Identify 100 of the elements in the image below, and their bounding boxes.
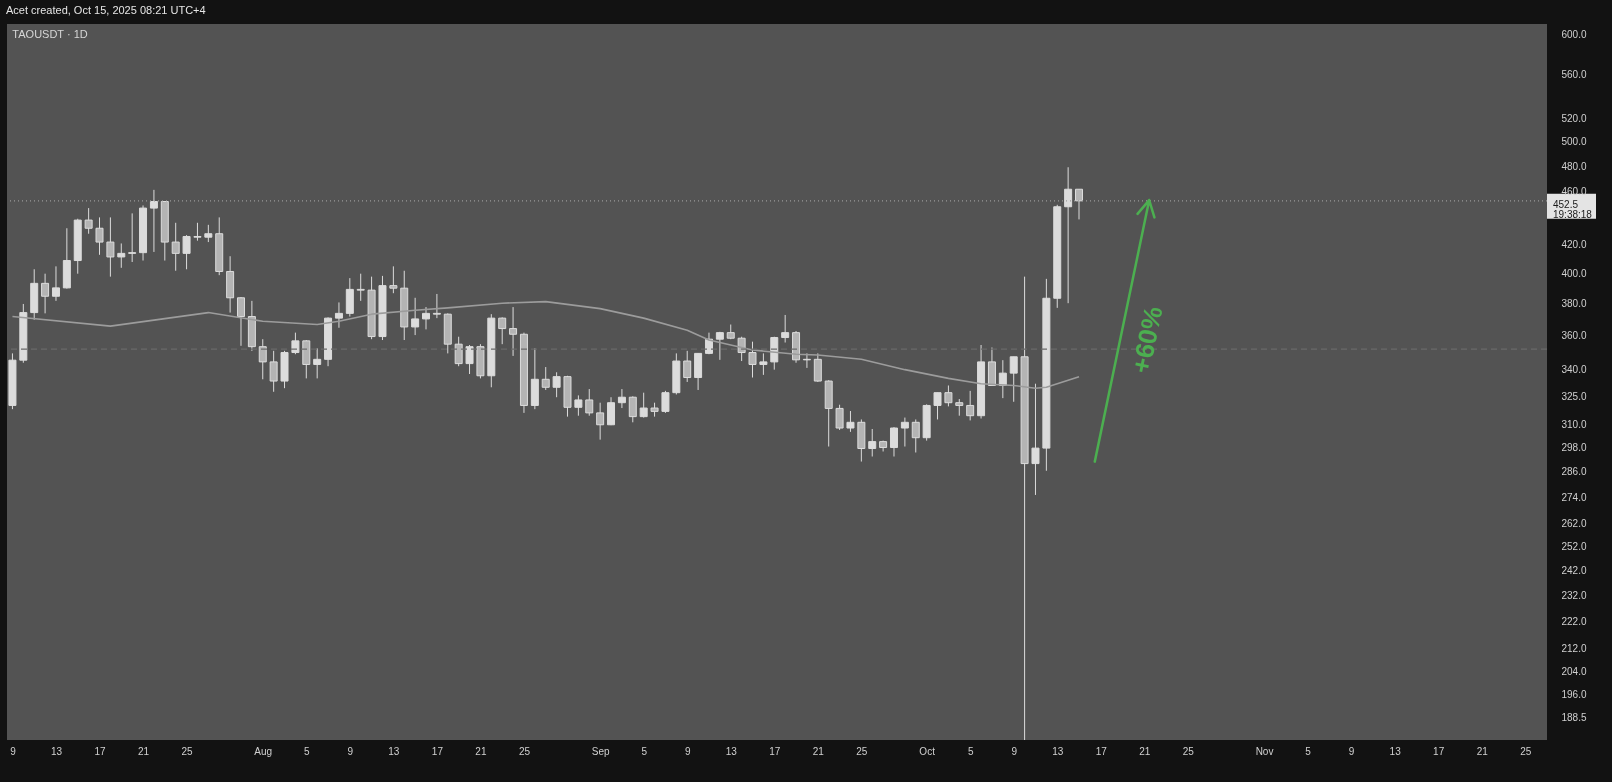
- x-tick-label: Aug: [254, 745, 273, 757]
- y-tick-label: 310.0: [1561, 418, 1587, 430]
- candlestick: [345, 277, 354, 318]
- candlestick: [313, 347, 322, 379]
- candlestick: [389, 265, 398, 294]
- y-tick-label: 400.0: [1561, 268, 1587, 280]
- y-tick-label: 560.0: [1561, 69, 1587, 81]
- candlestick: [291, 332, 300, 355]
- candlestick: [509, 306, 518, 357]
- y-tick-label: 262.0: [1561, 518, 1587, 530]
- candlestick: [890, 426, 898, 457]
- y-tick-label: 188.5: [1561, 712, 1587, 724]
- candlestick: [900, 417, 909, 448]
- candlestick: [454, 336, 463, 367]
- y-tick-label: 222.0: [1561, 615, 1587, 627]
- candlestick: [422, 306, 431, 330]
- candlestick: [552, 371, 561, 398]
- candlestick: [258, 338, 267, 380]
- candlestick: [639, 392, 648, 419]
- x-tick-label: 5: [641, 745, 648, 757]
- candlestick: [498, 316, 507, 345]
- candlestick: [759, 352, 768, 376]
- x-tick-label: 25: [518, 745, 531, 757]
- y-tick-label: 360.0: [1561, 330, 1587, 342]
- y-tick-label: 274.0: [1561, 491, 1587, 503]
- y-tick-label: 212.0: [1561, 643, 1587, 655]
- candlestick: [846, 410, 855, 433]
- y-tick-label: 420.0: [1561, 239, 1587, 251]
- candlestick: [84, 207, 93, 235]
- y-tick-label: 500.0: [1561, 136, 1587, 148]
- x-tick-label: 13: [725, 745, 738, 757]
- x-tick-label: 13: [1389, 745, 1402, 757]
- x-tick-label: 13: [388, 745, 400, 757]
- x-tick-label: 5: [304, 745, 311, 757]
- candlestick: [715, 331, 724, 361]
- candlestick: [987, 347, 996, 386]
- candlestick: [813, 352, 822, 383]
- candlestick: [1064, 166, 1073, 304]
- y-tick-label: 325.0: [1561, 390, 1587, 402]
- x-tick-label: 17: [431, 745, 444, 757]
- x-tick-label: Oct: [919, 745, 936, 757]
- candlestick: [683, 350, 692, 383]
- y-tick-label: 520.0: [1561, 113, 1587, 125]
- candlestick: [1031, 383, 1040, 496]
- candlestick: [334, 301, 343, 329]
- x-tick-label: 17: [1433, 745, 1445, 757]
- candlestick: [465, 344, 474, 375]
- candlestick: [117, 242, 126, 269]
- candlestick: [128, 212, 137, 263]
- y-tick-label: 298.0: [1561, 442, 1587, 454]
- candlestick: [356, 273, 365, 302]
- text: 19:38:18: [1553, 208, 1593, 220]
- candlestick: [781, 314, 790, 343]
- y-tick-label: 196.0: [1561, 689, 1587, 701]
- x-tick-label: 25: [1520, 745, 1532, 757]
- x-tick-label: 5: [967, 745, 974, 757]
- x-tick-label: 9: [10, 745, 17, 757]
- x-tick-label: 9: [684, 745, 691, 757]
- candlestick: [411, 297, 420, 336]
- candlestick: [171, 222, 180, 272]
- x-tick-label: 13: [1052, 745, 1064, 757]
- x-tick-label: 25: [181, 745, 194, 757]
- candlestick: [933, 392, 942, 420]
- candlestick: [596, 402, 605, 441]
- candlestick: [748, 341, 757, 379]
- y-tick-label: 286.0: [1561, 466, 1587, 478]
- text: Acet created, Oct 15, 2025 08:21 UTC+4: [5, 3, 207, 18]
- x-tick-label: 25: [856, 745, 868, 757]
- candlestick: [41, 273, 50, 314]
- candlestick: [1075, 188, 1084, 220]
- ref-line-label: 452.5: [1553, 198, 1579, 210]
- x-tick-label: 17: [1095, 745, 1108, 757]
- x-tick-label: 13: [50, 745, 63, 757]
- x-tick-label: 21: [475, 745, 487, 757]
- candlestick: [149, 189, 158, 253]
- y-tick-label: 460.0: [1561, 185, 1587, 197]
- candlestick: [661, 390, 670, 414]
- candlestick: [302, 339, 311, 379]
- candlestick: [944, 385, 953, 407]
- x-tick-label: 17: [769, 745, 781, 757]
- candlestick: [574, 394, 583, 417]
- candlestick: [911, 418, 920, 453]
- annotation: +60%: [1125, 303, 1169, 376]
- candlestick: [966, 390, 975, 421]
- x-tick-label: 21: [1139, 745, 1151, 757]
- candlestick: [236, 296, 245, 347]
- candlestick: [182, 234, 191, 270]
- x-tick-label: 21: [137, 745, 150, 757]
- candlestick: [835, 404, 844, 431]
- y-tick-label: 340.0: [1561, 364, 1587, 376]
- candlestick: [868, 428, 877, 457]
- x-tick-label: 9: [347, 745, 354, 757]
- candlestick: [585, 388, 594, 417]
- candlestick: [432, 293, 441, 319]
- candlestick: [106, 216, 115, 278]
- x-tick-label: 21: [1476, 745, 1489, 757]
- x-tick-label: 9: [1348, 745, 1355, 757]
- y-tick-label: 600.0: [1561, 28, 1587, 40]
- candlestick: [95, 216, 104, 256]
- x-tick-label: 17: [94, 745, 107, 757]
